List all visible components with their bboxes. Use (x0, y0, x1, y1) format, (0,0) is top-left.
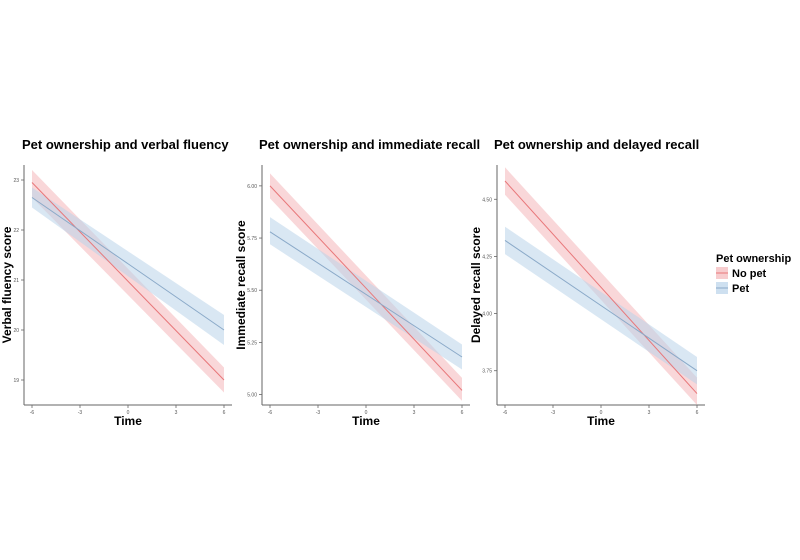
x-tick-label: 0 (127, 410, 130, 416)
x-tick-label: -3 (551, 410, 556, 416)
chart-title: Pet ownership and verbal fluency (22, 137, 229, 152)
y-tick-label: 5.75 (247, 236, 257, 242)
chart-panels: Pet ownership and verbal fluency -6 -3 0 3 6 1… (0, 137, 705, 428)
chart-title: Pet ownership and delayed recall (494, 137, 699, 152)
x-axis-title: Time (587, 414, 615, 428)
legend-item-no-pet: No pet (716, 267, 767, 280)
y-tick-label: 22 (13, 228, 19, 234)
y-tick-label: 3.75 (482, 369, 492, 375)
y-axis-title: Immediate recall score (234, 220, 248, 350)
x-tick-label: 0 (365, 410, 368, 416)
x-tick-label: 3 (648, 410, 651, 416)
legend: Pet ownership No pet Pet (716, 253, 791, 295)
x-tick-label: -3 (78, 410, 83, 416)
x-axis-title: Time (352, 414, 380, 428)
x-tick-label: 6 (223, 410, 226, 416)
y-axis-title: Verbal fluency score (0, 226, 14, 343)
x-tick-label: -3 (316, 410, 321, 416)
y-axis-title: Delayed recall score (469, 227, 483, 343)
y-tick-label: 4.25 (482, 254, 492, 260)
series-line-no-pet (269, 185, 463, 391)
x-tick-label: 6 (696, 410, 699, 416)
series-line-pet (269, 231, 463, 358)
x-tick-label: -6 (30, 410, 35, 416)
legend-item-pet: Pet (716, 282, 749, 295)
ci-band-no-pet (505, 167, 697, 405)
legend-label: No pet (732, 268, 767, 280)
y-tick-label: 5.25 (247, 340, 257, 346)
x-axis-title: Time (114, 414, 142, 428)
x-tick-label: 0 (600, 410, 603, 416)
y-tick-label: 20 (13, 328, 19, 334)
chart-panel-3: Pet ownership and delayed recall -6 -3 0 3 6 3… (469, 137, 705, 428)
x-tick-label: -6 (503, 410, 508, 416)
x-tick-label: 3 (175, 410, 178, 416)
chart-panel-2: Pet ownership and immediate recall -6 -3 0 3… (234, 137, 480, 428)
series-line-no-pet (31, 182, 225, 381)
y-tick-label: 6.00 (247, 184, 257, 190)
y-tick-label: 5.50 (247, 288, 257, 294)
series-line-pet (504, 240, 698, 372)
ci-band-pet (270, 217, 462, 370)
y-tick-label: 21 (13, 278, 19, 284)
chart-title: Pet ownership and immediate recall (259, 137, 480, 152)
x-tick-label: 3 (413, 410, 416, 416)
y-tick-label: 4.50 (482, 197, 492, 203)
legend-title: Pet ownership (716, 253, 791, 265)
y-tick-label: 4.00 (482, 312, 492, 318)
x-tick-label: 6 (461, 410, 464, 416)
y-tick-label: 5.00 (247, 393, 257, 399)
chart-panel-1: Pet ownership and verbal fluency -6 -3 0 3 6 1… (0, 137, 232, 428)
series-line-pet (31, 197, 225, 331)
y-tick-label: 19 (13, 378, 19, 384)
ci-band-pet (32, 187, 224, 345)
series-line-no-pet (504, 180, 698, 394)
x-tick-label: -6 (268, 410, 273, 416)
legend-label: Pet (732, 283, 749, 295)
y-tick-label: 23 (13, 178, 19, 184)
